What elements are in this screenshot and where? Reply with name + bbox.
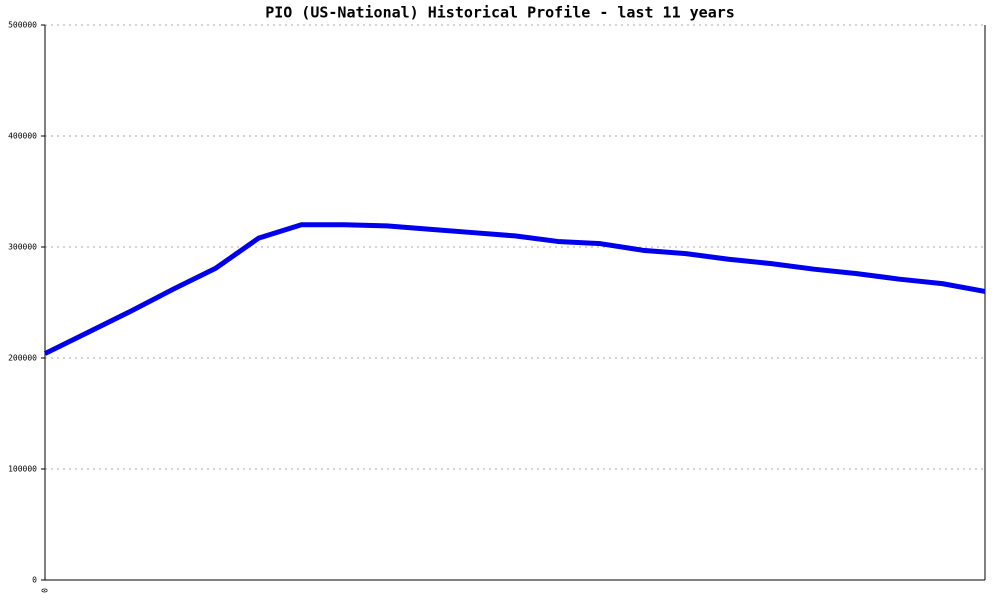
y-tick-label: 100000 bbox=[8, 465, 37, 474]
x-tick-label: 0 bbox=[41, 588, 50, 593]
chart-title: PIO (US-National) Historical Profile - l… bbox=[265, 4, 735, 22]
y-tick-label: 200000 bbox=[8, 354, 37, 363]
y-tick-label: 300000 bbox=[8, 243, 37, 252]
y-tick-label: 0 bbox=[32, 576, 37, 585]
y-tick-label: 400000 bbox=[8, 132, 37, 141]
data-line bbox=[43, 222, 986, 356]
y-tick-label: 500000 bbox=[8, 21, 37, 30]
